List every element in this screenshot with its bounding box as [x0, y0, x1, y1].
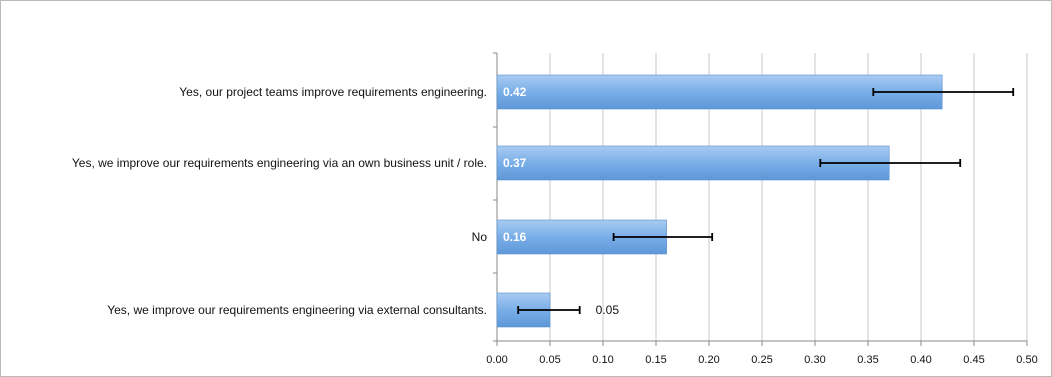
x-tick-label: 0.20	[698, 354, 719, 366]
x-tick-label: 0.10	[592, 354, 613, 366]
category-label: Yes, our project teams improve requireme…	[179, 84, 487, 99]
x-tick-label: 0.30	[804, 354, 825, 366]
bar-value-label: 0.05	[596, 303, 620, 317]
error-bars	[517, 88, 1015, 314]
x-tick-label: 0.00	[486, 354, 507, 366]
category-label: Yes, we improve our requirements enginee…	[71, 155, 487, 170]
bar-value-label: 0.42	[503, 85, 527, 99]
category-label: Yes, we improve our requirements enginee…	[107, 302, 487, 317]
x-tick-label: 0.05	[539, 354, 560, 366]
bar-value-label: 0.16	[503, 230, 527, 244]
bar	[496, 74, 943, 110]
x-tick-label: 0.35	[857, 354, 878, 366]
x-tick-label: 0.25	[751, 354, 772, 366]
x-tick-label: 0.50	[1016, 354, 1037, 366]
x-tick-label: 0.15	[645, 354, 666, 366]
x-tick-label: 0.45	[963, 354, 984, 366]
value-labels: 0.42 0.37 0.16 0.05	[503, 85, 619, 317]
x-tick-label: 0.40	[910, 354, 931, 366]
bars	[496, 74, 943, 328]
x-tick-labels: 0.00 0.05 0.10 0.15 0.20 0.25 0.30 0.35 0.40 0.45…	[486, 354, 1037, 366]
category-label: No	[471, 229, 487, 244]
bar-value-label: 0.37	[503, 156, 527, 170]
